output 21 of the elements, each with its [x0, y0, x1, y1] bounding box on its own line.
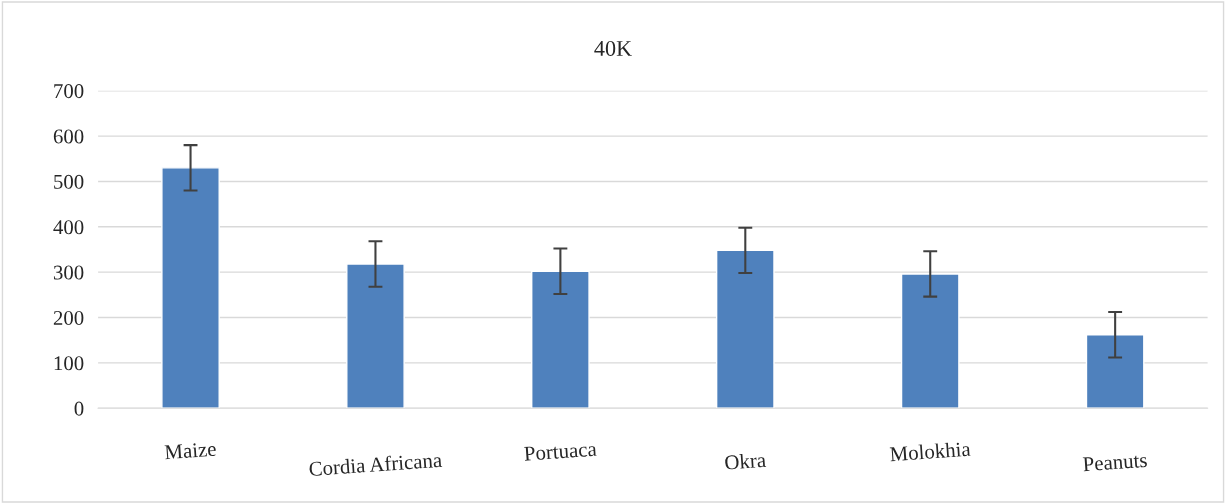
y-tick-label: 700 [54, 84, 84, 99]
bar [900, 273, 960, 409]
y-tick-label: 100 [54, 356, 84, 371]
chart-title: 40K [594, 40, 632, 56]
y-tick-label: 600 [53, 129, 84, 144]
x-tick-label: Cordia Africana [308, 452, 443, 477]
x-tick-label: Maize [164, 441, 217, 460]
bar [161, 167, 220, 409]
x-tick-label: Peanuts [1082, 453, 1148, 472]
y-tick-label: 400 [53, 220, 84, 235]
x-tick-label: Portuaca [524, 442, 597, 461]
y-tick-label: 500 [54, 174, 84, 189]
bar [531, 270, 590, 409]
x-tick-label: Molokhia [889, 441, 971, 462]
y-tick-label: 0 [74, 401, 84, 416]
y-tick-label: 300 [53, 265, 84, 280]
bar [715, 249, 775, 409]
x-tick-label: Okra [724, 452, 767, 470]
bar [1085, 334, 1145, 409]
bar [346, 263, 405, 409]
y-tick-label: 200 [53, 310, 84, 325]
